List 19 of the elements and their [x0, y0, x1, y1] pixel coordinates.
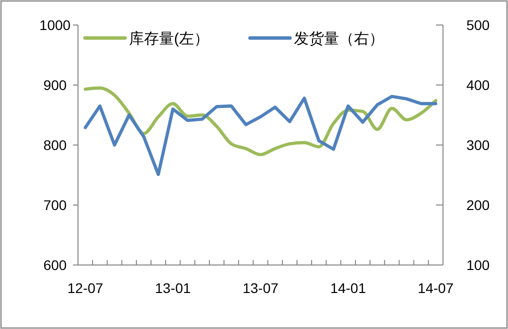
line-series [84, 86, 438, 156]
legend-label: 发货量（右） [294, 30, 384, 48]
y2-tick-label: 300 [466, 136, 490, 153]
x-tick-label: 14-07 [418, 280, 454, 296]
y-tick-label: 1000 [39, 16, 71, 33]
y2-tick-label: 500 [466, 16, 490, 33]
y2-tick-label: 400 [466, 76, 490, 93]
y2-tick-label: 100 [466, 256, 490, 273]
y-tick-label: 600 [43, 256, 67, 273]
x-tick-label: 13-07 [242, 280, 279, 296]
x-tick-label: 13-01 [154, 280, 192, 296]
x-tick-label: 14-01 [330, 280, 366, 296]
y-tick-label: 700 [43, 196, 67, 213]
legend-label: 库存量(左） [129, 30, 209, 48]
line-series [84, 94, 438, 176]
y-tick-label: 900 [43, 76, 67, 93]
y-tick-label: 800 [43, 136, 67, 153]
y2-tick-label: 200 [466, 196, 490, 213]
x-tick-label: 12-07 [67, 280, 104, 296]
